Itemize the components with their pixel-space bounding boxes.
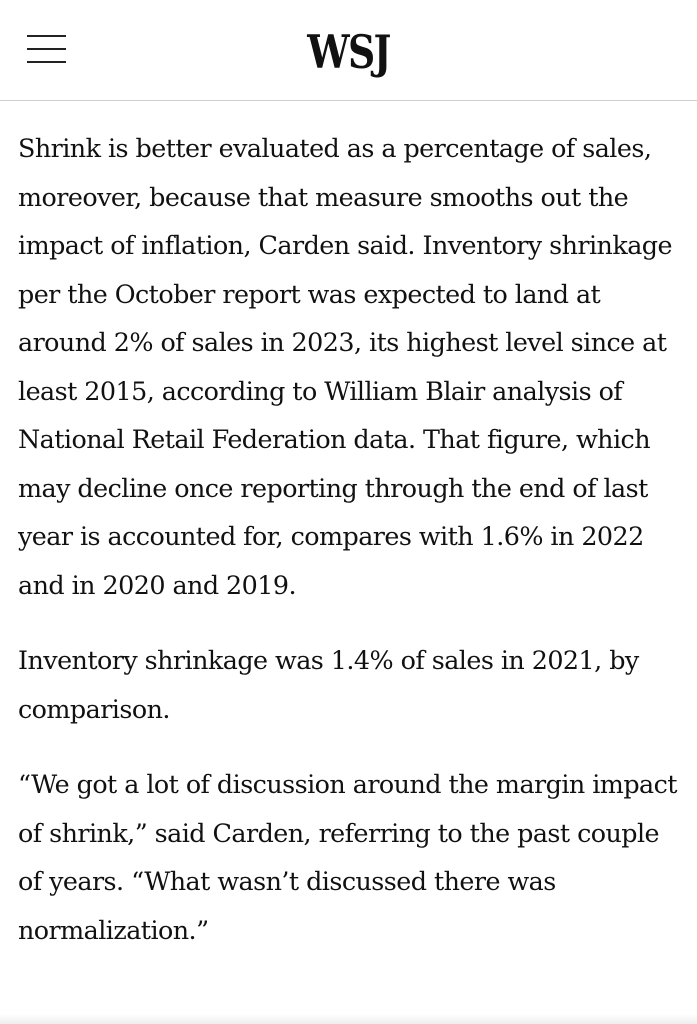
article-paragraph: Inventory shrinkage was 1.4% of sales in… [18,645,639,724]
article-body: Shrink is better evaluated as a percenta… [0,101,697,981]
menu-bar [27,35,66,37]
site-header: WSJ [0,0,697,101]
wsj-logo[interactable]: WSJ [307,25,391,79]
hamburger-menu-icon[interactable] [27,32,67,66]
bottom-edge-shadow [0,1014,697,1024]
article-paragraph: Shrink is better evaluated as a percenta… [18,133,673,600]
menu-bar [27,61,66,63]
article-paragraph: “We got a lot of discussion around the m… [18,769,678,945]
menu-bar [27,48,66,50]
